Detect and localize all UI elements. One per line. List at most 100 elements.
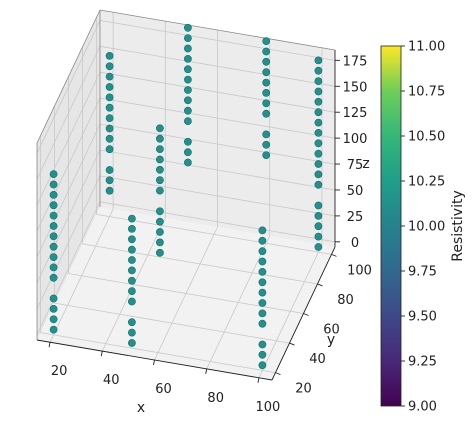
colorbar: 9.00 9.25 9.50 9.75 10.00 10.25 10.50 10.75 11.0… xyxy=(380,40,466,415)
data-point xyxy=(105,134,114,143)
data-point xyxy=(262,89,271,97)
data-point xyxy=(314,66,323,75)
data-point xyxy=(258,288,267,297)
data-point xyxy=(155,124,164,133)
data-point xyxy=(155,186,164,195)
data-point xyxy=(183,23,192,32)
data-point xyxy=(258,350,267,359)
z-tick-label: 100 xyxy=(343,132,368,147)
data-point xyxy=(49,190,58,199)
grid-line-y xyxy=(40,332,276,373)
z-tick-label: 150 xyxy=(343,80,368,95)
data-point xyxy=(155,207,164,216)
data-point xyxy=(155,238,164,247)
y-tick-label: 40 xyxy=(309,352,326,367)
grid-line-z xyxy=(36,149,101,284)
data-point xyxy=(314,97,323,106)
data-point xyxy=(49,273,58,282)
data-point xyxy=(183,44,192,53)
grid-line-z xyxy=(99,175,336,217)
data-point xyxy=(105,83,114,91)
data-point xyxy=(127,245,136,254)
data-point xyxy=(49,253,58,261)
y-tick-label: 80 xyxy=(337,293,354,308)
data-point xyxy=(183,34,192,42)
data-point xyxy=(183,55,192,63)
data-point xyxy=(49,222,58,230)
data-point xyxy=(49,263,58,272)
colorbar-tick-label: 10.50 xyxy=(408,130,445,145)
x-tick-label: 80 xyxy=(207,391,224,406)
data-point xyxy=(105,62,114,71)
grid-line-y xyxy=(82,243,318,285)
data-point xyxy=(262,151,271,159)
data-point xyxy=(258,267,267,276)
grid-line-z xyxy=(36,46,101,180)
data-point xyxy=(127,214,136,223)
z-tick-label: 125 xyxy=(343,106,368,121)
colorbar-gradient xyxy=(380,45,402,407)
x-tick-mark xyxy=(257,377,260,383)
y-tick-label: 100 xyxy=(347,263,372,278)
data-point xyxy=(49,180,58,189)
y-tick-label: 20 xyxy=(295,382,312,397)
x-tick-mark xyxy=(205,368,208,374)
data-point xyxy=(314,180,323,189)
data-point xyxy=(49,232,58,241)
data-point xyxy=(183,148,192,157)
colorbar-tick-label: 9.75 xyxy=(408,265,437,280)
data-point xyxy=(262,57,271,66)
data-point xyxy=(183,65,192,74)
data-point xyxy=(127,256,136,264)
data-point xyxy=(127,318,136,327)
data-point xyxy=(183,158,192,167)
colorbar-label: Resistivity xyxy=(450,190,466,262)
colorbar-ticks: 9.00 9.25 9.50 9.75 10.00 10.25 10.50 10.75 11.0… xyxy=(401,40,445,415)
data-point xyxy=(49,211,58,220)
data-point xyxy=(262,68,271,77)
data-point xyxy=(258,319,267,328)
data-point xyxy=(105,52,114,60)
data-point xyxy=(155,155,164,164)
data-point xyxy=(258,226,267,235)
data-point xyxy=(314,56,323,65)
data-point xyxy=(258,309,267,318)
data-point xyxy=(262,109,271,118)
x-tick-mark xyxy=(100,351,103,357)
data-point xyxy=(183,117,192,125)
data-point xyxy=(155,248,164,257)
x-tick-label: 40 xyxy=(103,373,120,388)
data-point xyxy=(262,99,271,108)
data-point xyxy=(183,96,192,105)
data-point xyxy=(258,257,267,266)
grid-line-z xyxy=(36,201,101,335)
data-point xyxy=(49,325,58,334)
y-tick-mark xyxy=(303,313,309,316)
data-point xyxy=(262,47,271,56)
data-point xyxy=(262,140,271,149)
grid-line-z xyxy=(36,123,101,258)
x-tick-label: 20 xyxy=(51,364,68,379)
grid-line-z xyxy=(36,175,101,310)
y-tick-mark xyxy=(331,253,337,257)
data-point xyxy=(105,124,114,133)
data-point xyxy=(105,186,114,195)
y-tick-mark xyxy=(275,372,281,376)
data-point xyxy=(258,247,267,256)
data-point xyxy=(314,108,323,117)
data-point xyxy=(105,145,114,154)
data-point xyxy=(155,134,164,143)
data-point xyxy=(314,118,323,127)
data-point xyxy=(127,339,136,347)
data-point xyxy=(183,75,192,84)
colorbar-tick-label: 9.00 xyxy=(408,400,437,415)
colorbar-tick-label: 10.25 xyxy=(408,175,445,190)
grid-line-y xyxy=(68,273,304,314)
y-tick-label: 60 xyxy=(323,323,340,338)
data-point xyxy=(314,243,323,251)
data-point xyxy=(155,176,164,185)
data-point xyxy=(183,137,192,146)
data-point xyxy=(155,228,164,236)
axis-labels: x y z xyxy=(137,156,370,416)
z-tick-label: 175 xyxy=(343,54,368,69)
